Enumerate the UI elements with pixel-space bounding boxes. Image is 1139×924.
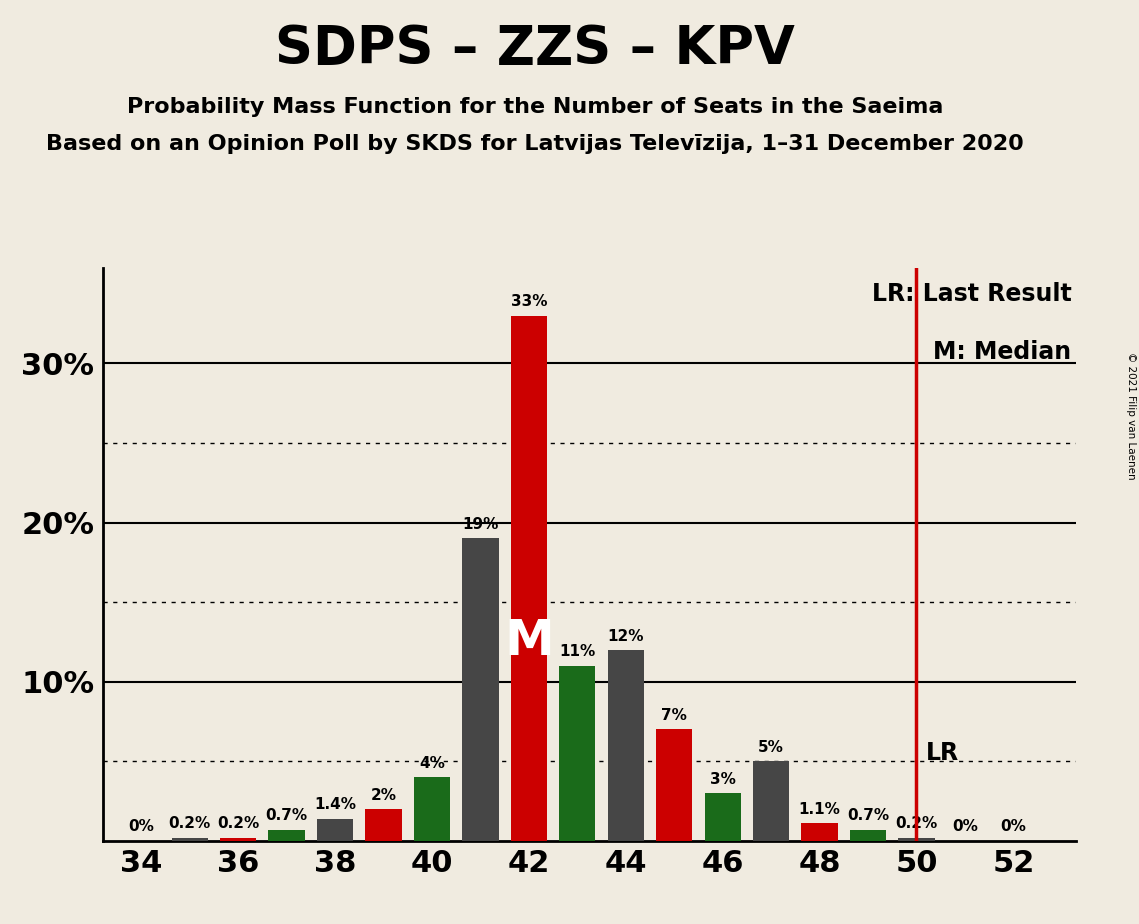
Bar: [269, 830, 305, 841]
Text: 1.4%: 1.4%: [314, 797, 357, 812]
Text: 1.1%: 1.1%: [798, 802, 841, 817]
Text: 0.2%: 0.2%: [169, 816, 211, 832]
Bar: [317, 819, 353, 841]
Text: 5%: 5%: [759, 740, 784, 755]
Text: 19%: 19%: [462, 517, 499, 532]
Bar: [705, 793, 740, 841]
Text: 0%: 0%: [129, 820, 154, 834]
Bar: [172, 838, 208, 841]
Bar: [802, 823, 838, 841]
Text: 2%: 2%: [370, 787, 396, 803]
Bar: [850, 830, 886, 841]
Bar: [607, 650, 644, 841]
Text: LR: Last Result: LR: Last Result: [871, 283, 1072, 306]
Text: 0%: 0%: [952, 820, 978, 834]
Text: Probability Mass Function for the Number of Seats in the Saeima: Probability Mass Function for the Number…: [128, 97, 943, 117]
Text: 0.7%: 0.7%: [265, 808, 308, 823]
Bar: [366, 809, 402, 841]
Text: 0%: 0%: [1000, 820, 1026, 834]
Text: 12%: 12%: [607, 628, 644, 643]
Bar: [462, 539, 499, 841]
Text: 0.2%: 0.2%: [895, 816, 937, 832]
Text: Based on an Opinion Poll by SKDS for Latvijas Televīzija, 1–31 December 2020: Based on an Opinion Poll by SKDS for Lat…: [47, 134, 1024, 154]
Text: © 2021 Filip van Laenen: © 2021 Filip van Laenen: [1126, 352, 1136, 480]
Bar: [220, 838, 256, 841]
Text: 7%: 7%: [662, 708, 687, 723]
Text: 3%: 3%: [710, 772, 736, 786]
Text: M: Median: M: Median: [933, 340, 1072, 363]
Text: 4%: 4%: [419, 756, 445, 771]
Text: SDPS – ZZS – KPV: SDPS – ZZS – KPV: [276, 23, 795, 75]
Bar: [413, 777, 450, 841]
Bar: [559, 666, 596, 841]
Text: 0.2%: 0.2%: [218, 816, 260, 832]
Bar: [510, 316, 547, 841]
Text: LR: LR: [926, 741, 959, 765]
Text: 11%: 11%: [559, 644, 596, 660]
Bar: [656, 729, 693, 841]
Bar: [899, 838, 935, 841]
Text: 33%: 33%: [510, 295, 547, 310]
Text: M: M: [503, 617, 554, 665]
Bar: [753, 761, 789, 841]
Text: 0.7%: 0.7%: [847, 808, 890, 823]
